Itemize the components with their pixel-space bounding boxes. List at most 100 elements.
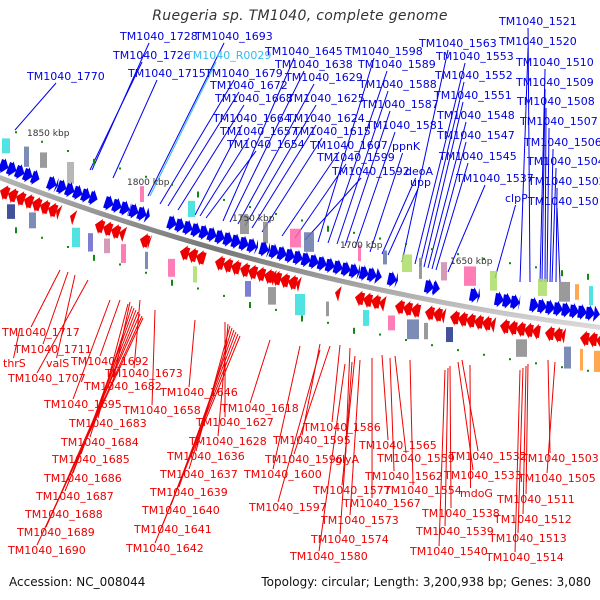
gene-label-tm1040-1658[interactable]: TM1040_1658 bbox=[123, 404, 201, 417]
gene-label-tm1040-1686[interactable]: TM1040_1686 bbox=[44, 472, 122, 485]
gene-label-tm1040-1596[interactable]: TM1040_1596 bbox=[265, 453, 343, 466]
gene-label-thrs[interactable]: thrS bbox=[3, 357, 26, 370]
gene-label-tm1040-1638[interactable]: TM1040_1638 bbox=[275, 58, 353, 71]
gene-label-tm1040-1679[interactable]: TM1040_1679 bbox=[205, 67, 283, 80]
gene-label-tm1040-1551[interactable]: TM1040_1551 bbox=[434, 89, 512, 102]
gene-label-glya[interactable]: glyA bbox=[335, 453, 360, 466]
gene-label-tm1040-1682[interactable]: TM1040_1682 bbox=[84, 380, 162, 393]
gene-label-tm1040-1657[interactable]: TM1040_1657 bbox=[220, 125, 298, 138]
gene-label-tm1040-1628[interactable]: TM1040_1628 bbox=[189, 435, 267, 448]
gene-label-tm1040-1687[interactable]: TM1040_1687 bbox=[36, 490, 114, 503]
gene-label-tm1040-1599[interactable]: TM1040_1599 bbox=[317, 151, 395, 164]
gene-label-mdog[interactable]: mdoG bbox=[460, 487, 493, 500]
gene-label-tm1040-1595[interactable]: TM1040_1595 bbox=[273, 434, 351, 447]
gene-label-tm1040-1507[interactable]: TM1040_1507 bbox=[520, 115, 598, 128]
gene-label-tm1040-1580[interactable]: TM1040_1580 bbox=[290, 550, 368, 563]
gene-label-ppnk[interactable]: ppnK bbox=[392, 140, 421, 153]
gene-label-tm1040-1688[interactable]: TM1040_1688 bbox=[25, 508, 103, 521]
gene-label-tm1040-1501[interactable]: TM1040_1501 bbox=[528, 195, 600, 208]
gene-label-tm1040-1690[interactable]: TM1040_1690 bbox=[8, 544, 86, 557]
gene-label-tm1040-1685[interactable]: TM1040_1685 bbox=[52, 453, 130, 466]
gene-label-tm1040-1539[interactable]: TM1040_1539 bbox=[416, 525, 494, 538]
gene-label-tm1040-1577[interactable]: TM1040_1577 bbox=[313, 484, 391, 497]
gene-label-tm1040-1521[interactable]: TM1040_1521 bbox=[499, 15, 577, 28]
gene-label-tm1040-1592[interactable]: TM1040_1592 bbox=[332, 165, 410, 178]
gene-label-tm1040-1618[interactable]: TM1040_1618 bbox=[221, 402, 299, 415]
gene-label-tm1040-1629[interactable]: TM1040_1629 bbox=[285, 71, 363, 84]
gene-label-tm1040-1533[interactable]: TM1040_1533 bbox=[444, 469, 522, 482]
gene-label-tm1040-1625[interactable]: TM1040_1625 bbox=[287, 92, 365, 105]
gene-label-tm1040-1636[interactable]: TM1040_1636 bbox=[167, 450, 245, 463]
gene-label-tm1040-1504[interactable]: TM1040_1504 bbox=[527, 155, 600, 168]
gene-label-vals[interactable]: valS bbox=[46, 357, 70, 370]
gene-label-tm1040-1770[interactable]: TM1040_1770 bbox=[27, 70, 105, 83]
gene-label-tm1040-1654[interactable]: TM1040_1654 bbox=[227, 138, 305, 151]
gene-label-clpp[interactable]: clpP bbox=[505, 192, 528, 205]
gene-label-tm1040-1598[interactable]: TM1040_1598 bbox=[345, 45, 423, 58]
gene-label-tm1040-1692[interactable]: TM1040_1692 bbox=[71, 355, 149, 368]
gene-label-tm1040-1502[interactable]: TM1040_1502 bbox=[528, 175, 600, 188]
gene-label-tm1040-1538[interactable]: TM1040_1538 bbox=[422, 507, 500, 520]
gene-label-tm1040-1597[interactable]: TM1040_1597 bbox=[249, 501, 327, 514]
gene-label-tm1040-1552[interactable]: TM1040_1552 bbox=[435, 69, 513, 82]
gene-label-tm1040-1726[interactable]: TM1040_1726 bbox=[113, 49, 191, 62]
gene-label-tm1040-1646[interactable]: TM1040_1646 bbox=[160, 386, 238, 399]
gene-label-tm1040-1510[interactable]: TM1040_1510 bbox=[516, 56, 594, 69]
gene-label-upp[interactable]: upp bbox=[410, 176, 431, 189]
gene-label-tm1040-1573[interactable]: TM1040_1573 bbox=[321, 514, 399, 527]
gene-label-tm1040-1547[interactable]: TM1040_1547 bbox=[437, 129, 515, 142]
gene-label-tm1040-1637[interactable]: TM1040_1637 bbox=[160, 468, 238, 481]
gene-label-tm1040-1508[interactable]: TM1040_1508 bbox=[517, 95, 595, 108]
gene-label-tm1040-1717[interactable]: TM1040_1717 bbox=[2, 326, 80, 339]
gene-label-tm1040-1640[interactable]: TM1040_1640 bbox=[142, 504, 220, 517]
gene-label-tm1040-1581[interactable]: TM1040_1581 bbox=[366, 119, 444, 132]
gene-label-tm1040-1548[interactable]: TM1040_1548 bbox=[437, 109, 515, 122]
gene-label-tm1040-1588[interactable]: TM1040_1588 bbox=[359, 78, 437, 91]
gene-label-tm1040-1563[interactable]: TM1040_1563 bbox=[419, 37, 497, 50]
gene-label-tm1040-1684[interactable]: TM1040_1684 bbox=[61, 436, 139, 449]
gene-label-tm1040-1728[interactable]: TM1040_1728 bbox=[120, 30, 198, 43]
gene-label-tm1040-1509[interactable]: TM1040_1509 bbox=[516, 76, 594, 89]
gene-label-tm1040-1683[interactable]: TM1040_1683 bbox=[69, 417, 147, 430]
gene-label-tm1040-1624[interactable]: TM1040_1624 bbox=[287, 112, 365, 125]
gene-label-tm1040-1673[interactable]: TM1040_1673 bbox=[105, 367, 183, 380]
gene-label-tm1040-1532[interactable]: TM1040_1532 bbox=[449, 450, 527, 463]
gene-label-tm1040-1537[interactable]: TM1040_1537 bbox=[456, 172, 534, 185]
gene-label-tm1040-1642[interactable]: TM1040_1642 bbox=[126, 542, 204, 555]
gene-label-tm1040-1503[interactable]: TM1040_1503 bbox=[521, 452, 599, 465]
gene-label-tm1040-1520[interactable]: TM1040_1520 bbox=[499, 35, 577, 48]
gene-label-tm1040-1615[interactable]: TM1040_1615 bbox=[293, 125, 371, 138]
gene-label-tm1040-1574[interactable]: TM1040_1574 bbox=[311, 533, 389, 546]
gene-label-tm1040-1589[interactable]: TM1040_1589 bbox=[358, 58, 436, 71]
gene-label-tm1040-1695[interactable]: TM1040_1695 bbox=[44, 398, 122, 411]
gene-label-tm1040-1707[interactable]: TM1040_1707 bbox=[8, 372, 86, 385]
gene-label-tm1040-1672[interactable]: TM1040_1672 bbox=[210, 79, 288, 92]
gene-label-tm1040-1600[interactable]: TM1040_1600 bbox=[244, 468, 322, 481]
gene-label-tm1040-1586[interactable]: TM1040_1586 bbox=[303, 421, 381, 434]
gene-label-tm1040-1513[interactable]: TM1040_1513 bbox=[489, 532, 567, 545]
gene-label-tm1040-1645[interactable]: TM1040_1645 bbox=[265, 45, 343, 58]
gene-label-tm1040-1540[interactable]: TM1040_1540 bbox=[410, 545, 488, 558]
gene-label-tm1040-1689[interactable]: TM1040_1689 bbox=[17, 526, 95, 539]
gene-label-tm1040-1607[interactable]: TM1040_1607 bbox=[310, 139, 388, 152]
gene-label-tm1040-1553[interactable]: TM1040_1553 bbox=[436, 50, 514, 63]
gene-label-deoa[interactable]: deoA bbox=[405, 165, 434, 178]
gene-label-tm1040-1664[interactable]: TM1040_1664 bbox=[213, 112, 291, 125]
gene-label-tm1040-1641[interactable]: TM1040_1641 bbox=[134, 523, 212, 536]
gene-label-tm1040-1639[interactable]: TM1040_1639 bbox=[150, 486, 228, 499]
gene-label-tm1040-r0029[interactable]: TM1040_R0029 bbox=[186, 49, 272, 62]
gene-label-tm1040-1711[interactable]: TM1040_1711 bbox=[14, 343, 92, 356]
gene-label-tm1040-1693[interactable]: TM1040_1693 bbox=[195, 30, 273, 43]
gene-label-tm1040-1587[interactable]: TM1040_1587 bbox=[361, 98, 439, 111]
gene-label-tm1040-1627[interactable]: TM1040_1627 bbox=[196, 416, 274, 429]
gene-label-tm1040-1514[interactable]: TM1040_1514 bbox=[486, 551, 564, 564]
gene-label-tm1040-1506[interactable]: TM1040_1506 bbox=[524, 136, 600, 149]
gene-label-tm1040-1511[interactable]: TM1040_1511 bbox=[497, 493, 575, 506]
gene-label-tm1040-1567[interactable]: TM1040_1567 bbox=[343, 497, 421, 510]
gene-label-tm1040-1715[interactable]: TM1040_1715 bbox=[128, 67, 206, 80]
gene-label-tm1040-1668[interactable]: TM1040_1668 bbox=[215, 92, 293, 105]
gene-label-tm1040-1512[interactable]: TM1040_1512 bbox=[494, 513, 572, 526]
gene-label-tm1040-1545[interactable]: TM1040_1545 bbox=[439, 150, 517, 163]
gene-label-tm1040-1559[interactable]: TM1040_1559 bbox=[377, 452, 455, 465]
gene-label-tm1040-1554[interactable]: TM1040_1554 bbox=[384, 484, 462, 497]
